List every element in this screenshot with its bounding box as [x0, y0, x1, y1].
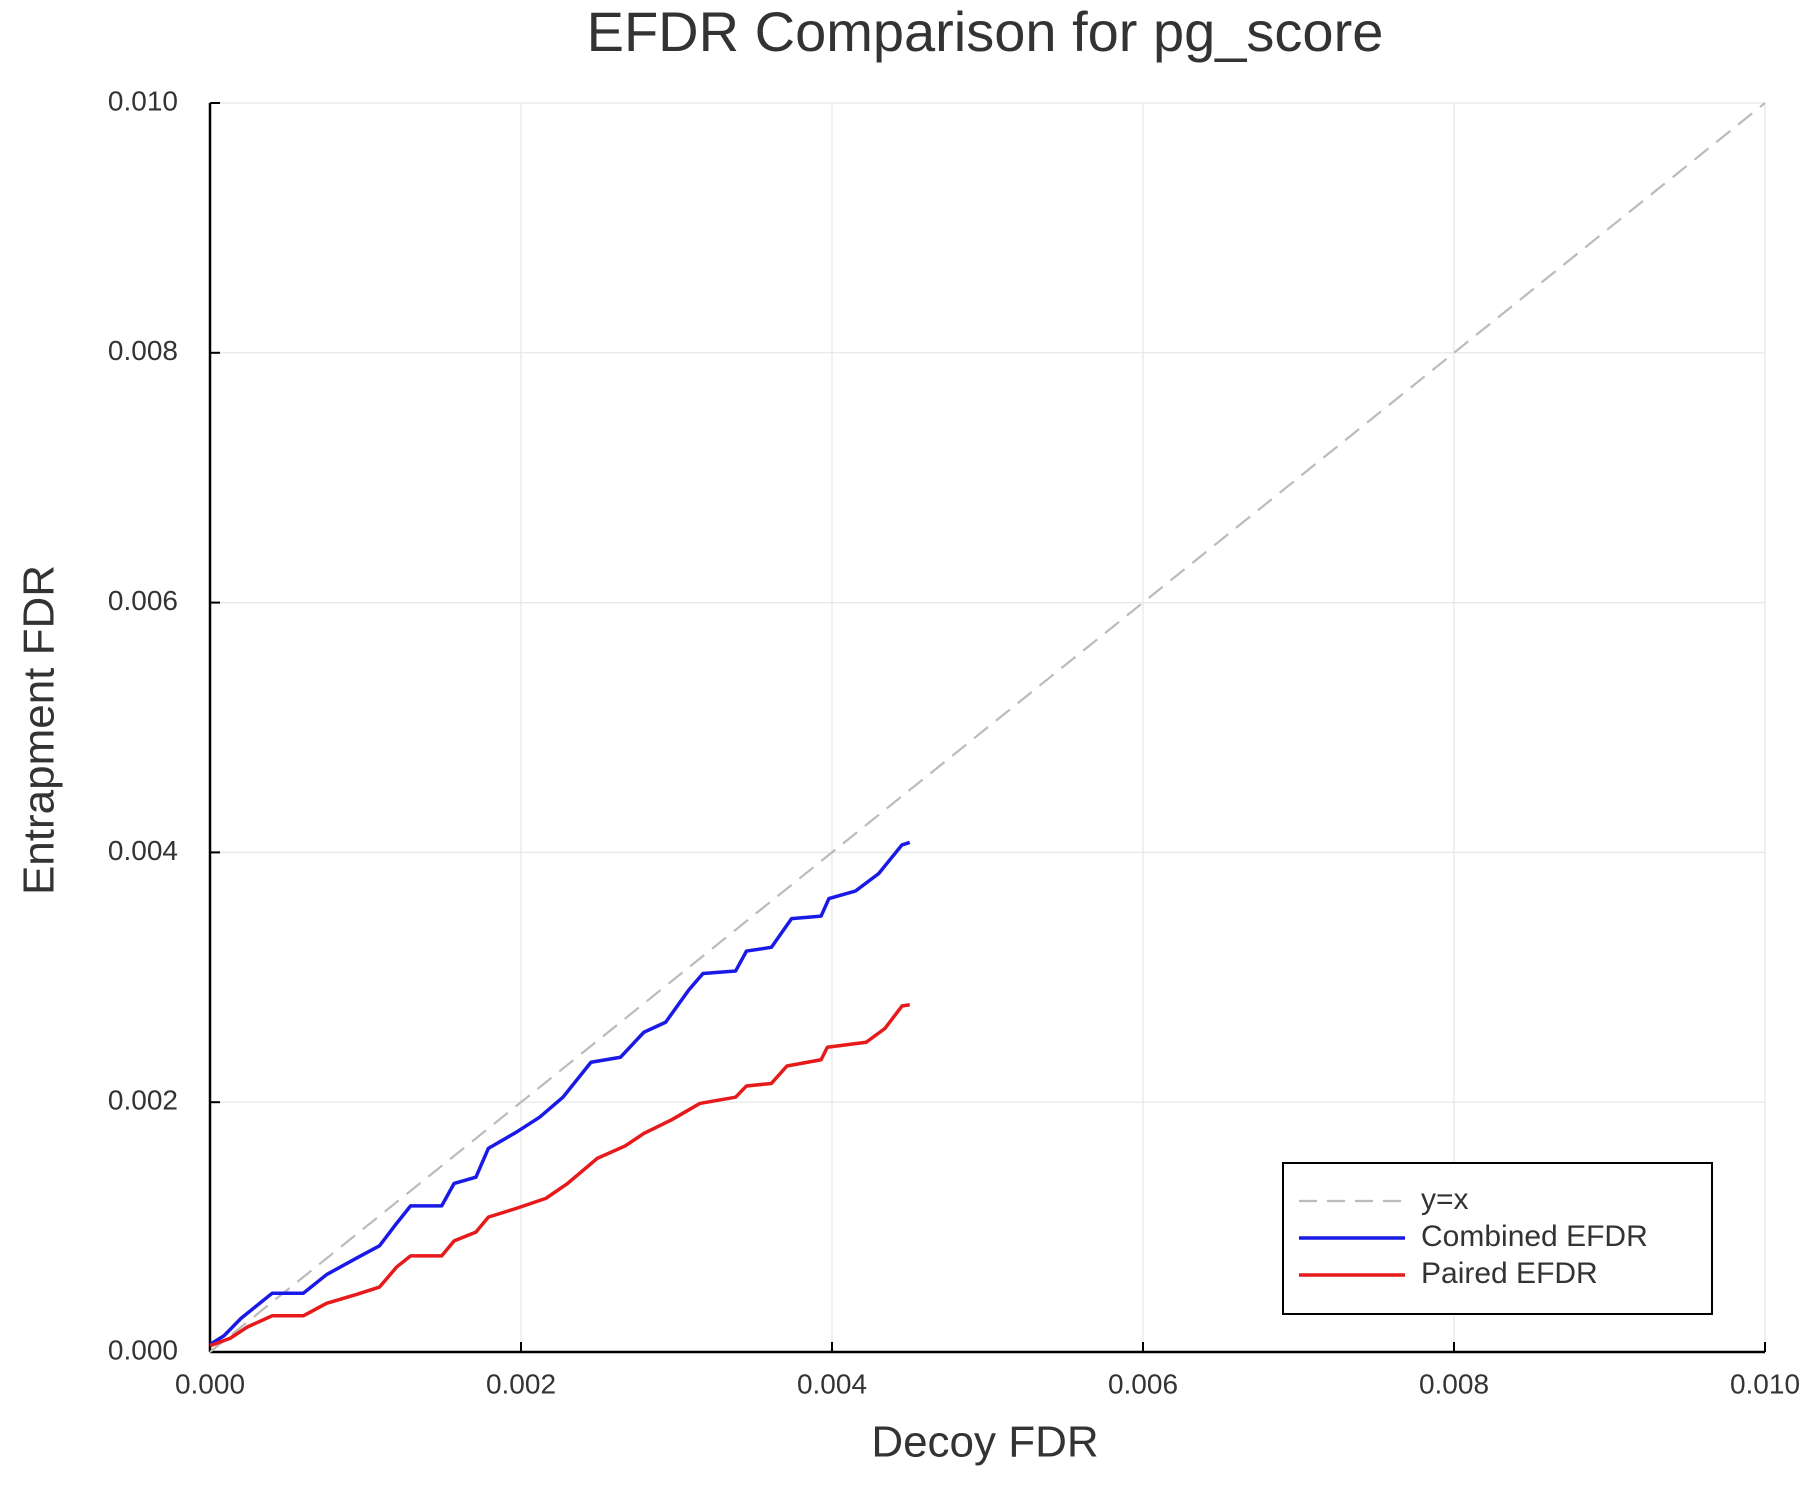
series-line — [209, 840, 911, 1346]
y-tick-label: 0.002 — [108, 1085, 178, 1116]
y-tick-label: 0.006 — [108, 585, 178, 616]
y-tick-label: 0.010 — [108, 85, 178, 116]
series-line — [209, 1003, 911, 1348]
legend-label: y=x — [1421, 1183, 1469, 1216]
y-tick-label: 0.008 — [108, 335, 178, 366]
x-tick-label: 0.006 — [1108, 1368, 1178, 1399]
y-tick-label: 0.000 — [108, 1334, 178, 1365]
series-line — [209, 102, 1766, 1353]
x-tick-label: 0.002 — [486, 1368, 556, 1399]
legend-label: Combined EFDR — [1421, 1220, 1648, 1253]
legend-label: Paired EFDR — [1421, 1257, 1598, 1290]
y-tick-label: 0.004 — [108, 835, 178, 866]
chart-title: EFDR Comparison for pg_score — [587, 0, 1384, 63]
x-tick-label: 0.004 — [797, 1368, 867, 1399]
x-axis-label: Decoy FDR — [871, 1418, 1098, 1467]
x-tick-label: 0.008 — [1419, 1368, 1489, 1399]
x-tick-label: 0.000 — [175, 1368, 245, 1399]
x-tick-label: 0.010 — [1730, 1368, 1800, 1399]
y-axis-label: Entrapment FDR — [15, 565, 64, 895]
